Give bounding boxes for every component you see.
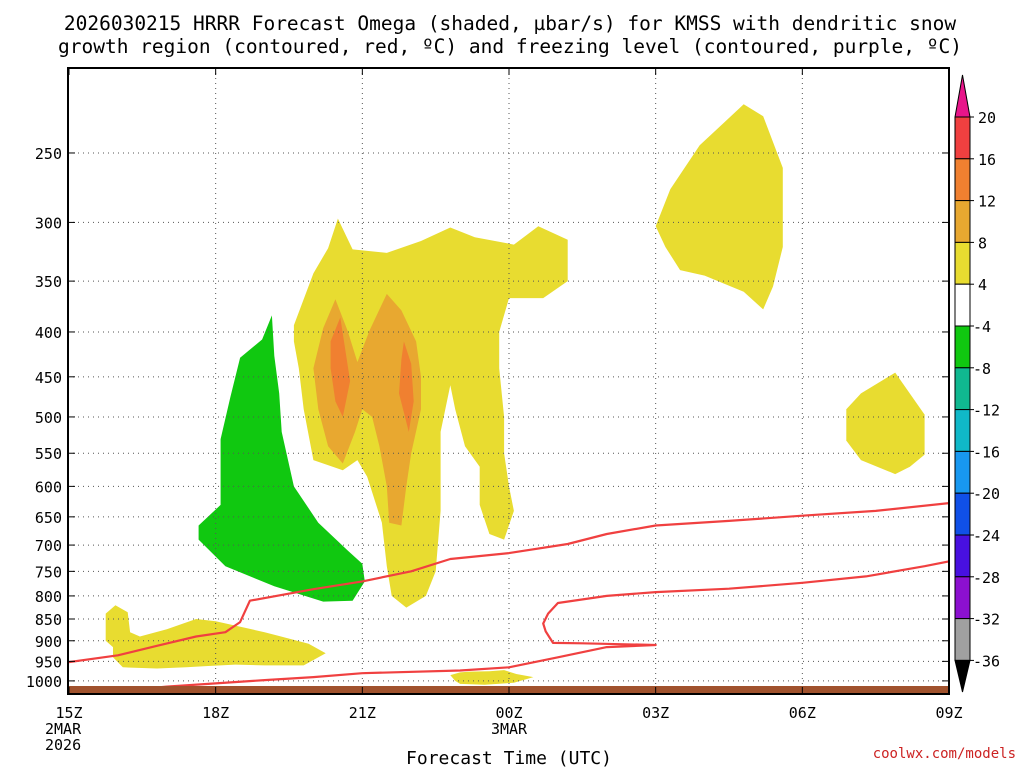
omega-region-3 — [293, 218, 568, 608]
x-tick-label: 03Z — [642, 704, 669, 722]
colorbar-bottom-triangle — [954, 659, 971, 693]
y-tick-label: 800 — [35, 588, 62, 606]
colorbar-swatch — [954, 534, 971, 578]
colorbar-swatch — [954, 116, 971, 160]
dendritic-contour--18 — [107, 560, 949, 694]
colorbar-swatch — [954, 450, 971, 494]
y-tick-label: 550 — [35, 445, 62, 463]
y-tick-label: 1000 — [26, 673, 62, 691]
colorbar-label: -20 — [973, 485, 1000, 503]
colorbar-swatch — [954, 158, 971, 202]
colorbar-swatch — [954, 241, 971, 285]
omega-region-9 — [198, 315, 365, 602]
colorbar-label: -8 — [973, 360, 991, 378]
colorbar-swatch — [954, 492, 971, 536]
y-tick-label: 600 — [35, 478, 62, 496]
colorbar-swatch — [954, 409, 971, 452]
y-tick-label: 750 — [35, 563, 62, 581]
omega-region-1 — [105, 605, 326, 669]
colorbar-label: -12 — [973, 402, 1000, 420]
colorbar-label: 12 — [978, 193, 996, 211]
omega-region-5 — [330, 317, 351, 417]
x-tick-label: 3MAR — [491, 720, 528, 738]
contour-lines — [68, 501, 949, 694]
x-tick-label: 00Z — [495, 704, 522, 722]
colorbar-label: -28 — [973, 569, 1000, 587]
colorbar-label: -36 — [973, 652, 1000, 670]
colorbar-top-triangle — [954, 74, 971, 118]
colorbar-swatch — [954, 367, 971, 411]
omega-shaded-regions — [105, 104, 925, 685]
y-tick-label: 300 — [35, 214, 62, 232]
y-tick-label: 650 — [35, 509, 62, 527]
x-tick-label: 06Z — [789, 704, 816, 722]
y-tick-label: 500 — [35, 409, 62, 427]
colorbar-label: 16 — [978, 151, 996, 169]
omega-region-8 — [846, 372, 925, 475]
x-tick-label: 2MAR — [45, 720, 82, 738]
colorbar-label: 8 — [978, 234, 987, 252]
grid — [68, 68, 949, 694]
y-tick-label: 400 — [35, 324, 62, 342]
colorbar-swatch — [954, 283, 971, 327]
chart-title-line-2: growth region (contoured, red, ºC) and f… — [58, 35, 962, 58]
y-tick-label: 700 — [35, 537, 62, 555]
y-tick-label: 450 — [35, 369, 62, 387]
colorbar-label: -16 — [973, 443, 1000, 461]
colorbar-swatch — [954, 576, 971, 620]
colorbar: 20 16 12 8 4 -4 -8 -12 -16 -20 -24 -28 -32 -36 — [954, 74, 1000, 693]
plot-frame — [67, 67, 950, 695]
y-tick-label: 850 — [35, 611, 62, 629]
x-tick-label: 2026 — [45, 736, 81, 754]
y-tick-label: 350 — [35, 273, 62, 291]
colorbar-label: 4 — [978, 276, 987, 294]
omega-region-7 — [655, 104, 783, 310]
colorbar-label: 20 — [978, 109, 996, 127]
y-tick-label: 900 — [35, 633, 62, 651]
x-tick-label: 09Z — [935, 704, 962, 722]
y-tick-label: 250 — [35, 145, 62, 163]
colorbar-swatch — [954, 325, 971, 369]
omega-region-6 — [399, 341, 414, 432]
colorbar-swatch — [954, 618, 971, 661]
colorbar-label: -32 — [973, 611, 1000, 629]
colorbar-swatch — [954, 200, 971, 243]
colorbar-label: -4 — [973, 318, 991, 336]
dendritic-contour--12 — [68, 501, 949, 664]
y-axis-ticks: 250 300 350 400 450 500 550 600 650 700 750 800 850 9… — [26, 145, 949, 691]
omega-region-0 — [450, 670, 534, 685]
x-axis-label: Forecast Time (UTC) — [406, 748, 612, 768]
credit-text[interactable]: coolwx.com/models — [873, 746, 1016, 762]
x-tick-label: 15Z — [55, 704, 82, 722]
x-tick-label: 18Z — [202, 704, 229, 722]
y-tick-label: 950 — [35, 653, 62, 671]
x-tick-label: 21Z — [349, 704, 376, 722]
colorbar-label: -24 — [973, 527, 1000, 545]
chart-title-line-1: 2026030215 HRRR Forecast Omega (shaded, … — [64, 12, 956, 35]
